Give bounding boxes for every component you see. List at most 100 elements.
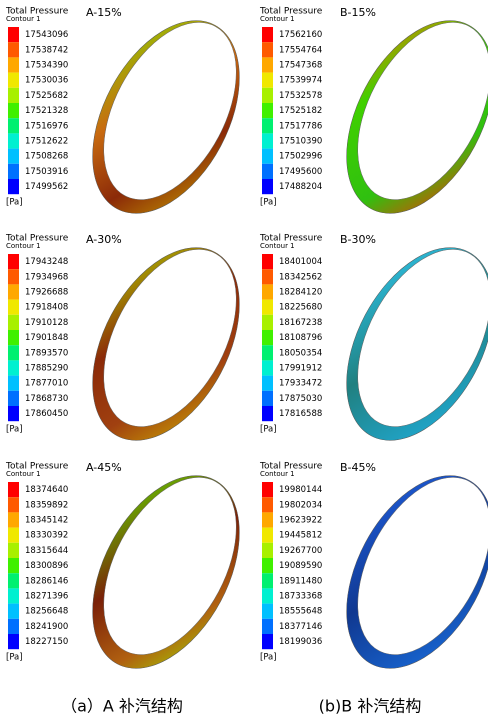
legend-tick: 18374640: [25, 485, 68, 495]
colorbar-block: [262, 528, 273, 543]
figure: Total PressureContour 1A-15%175430961753…: [0, 0, 488, 727]
legend-tick: 18284120: [279, 288, 322, 298]
colorbar-block: [262, 284, 273, 299]
panel-label: A-45%: [86, 461, 122, 474]
legend-tick: 17512622: [25, 137, 68, 147]
legend-tick: 17488204: [279, 182, 322, 192]
legend-unit: [Pa]: [6, 198, 23, 208]
legend-tick: 17530036: [25, 76, 68, 86]
legend-tick: 18342562: [279, 272, 322, 282]
legend-tick: 18241900: [25, 622, 68, 632]
legend-tick: 18225680: [279, 303, 322, 313]
colorbar-block: [262, 558, 273, 573]
legend-tick: 17525182: [279, 106, 322, 116]
colorbar-block: [262, 604, 273, 619]
colorbar-block: [262, 73, 273, 88]
colorbar-block: [262, 27, 273, 42]
colorbar-block: [262, 391, 273, 406]
colorbar-block: [262, 376, 273, 391]
colorbar-block: [262, 634, 273, 649]
colorbar-block: [262, 406, 273, 421]
legend-tick: 17525682: [25, 91, 68, 101]
legend-tick: 17495600: [279, 167, 322, 177]
colorbar-block: [262, 103, 273, 118]
legend-subtitle: Contour 1: [6, 15, 41, 23]
panel-label: B-45%: [340, 461, 376, 474]
legend-tick: 17918408: [25, 303, 68, 313]
colorbar-block: [8, 118, 19, 133]
colorbar-block: [8, 73, 19, 88]
colorbar-block: [262, 315, 273, 330]
colorbar-block: [8, 330, 19, 345]
colorbar-block: [8, 573, 19, 588]
caption: (b)B 补汽结构: [319, 697, 422, 716]
legend-tick: 17543096: [25, 30, 68, 40]
panel-label: A-15%: [86, 6, 122, 19]
colorbar-block: [8, 558, 19, 573]
legend-tick: 17901848: [25, 333, 68, 343]
legend-subtitle: Contour 1: [260, 470, 295, 478]
colorbar-block: [262, 345, 273, 360]
legend-tick: 17532578: [279, 91, 322, 101]
legend-tick: 17926688: [25, 288, 68, 298]
legend-tick: 17503916: [25, 167, 68, 177]
legend-tick: 19623922: [279, 516, 322, 526]
legend-tick: 17868730: [25, 394, 68, 404]
colorbar-block: [8, 360, 19, 375]
colorbar-block: [8, 528, 19, 543]
legend-tick: 17933472: [279, 379, 322, 389]
colorbar-block: [262, 619, 273, 634]
legend-tick: 18108796: [279, 333, 322, 343]
legend-tick: 17499562: [25, 182, 68, 192]
caption: （a）A 补汽结构: [61, 697, 183, 716]
colorbar-block: [262, 42, 273, 57]
legend-tick: 18330392: [25, 531, 68, 541]
panel-label: B-15%: [340, 6, 376, 19]
legend-unit: [Pa]: [260, 653, 277, 663]
colorbar-block: [8, 604, 19, 619]
legend-tick: 18359892: [25, 500, 68, 510]
legend-tick: 17816588: [279, 409, 322, 419]
colorbar-block: [8, 345, 19, 360]
colorbar-block: [262, 573, 273, 588]
legend-tick: 18286146: [25, 576, 68, 586]
legend-tick: 19089590: [279, 561, 322, 571]
panel-label: B-30%: [340, 233, 376, 246]
legend-tick: 17547368: [279, 61, 322, 71]
colorbar-block: [8, 497, 19, 512]
legend-subtitle: Contour 1: [6, 470, 41, 478]
colorbar-block: [8, 149, 19, 164]
colorbar-block: [262, 360, 273, 375]
colorbar-block: [8, 284, 19, 299]
legend-tick: 18199036: [279, 637, 322, 647]
legend-tick: 18315644: [25, 546, 68, 556]
legend-tick: 17508268: [25, 152, 68, 162]
legend-tick: 19802034: [279, 500, 322, 510]
legend-tick: 17910128: [25, 318, 68, 328]
colorbar-block: [8, 254, 19, 269]
colorbar-block: [8, 406, 19, 421]
legend-tick: 19445812: [279, 531, 322, 541]
colorbar-block: [8, 133, 19, 148]
legend-tick: 17875030: [279, 394, 322, 404]
legend-subtitle: Contour 1: [6, 242, 41, 250]
legend-tick: 17860450: [25, 409, 68, 419]
colorbar-block: [262, 179, 273, 194]
legend-tick: 18345142: [25, 516, 68, 526]
colorbar-block: [8, 619, 19, 634]
legend-tick: 17517786: [279, 121, 322, 131]
legend-tick: 18050354: [279, 348, 322, 358]
colorbar-block: [8, 315, 19, 330]
colorbar-block: [8, 103, 19, 118]
colorbar-block: [8, 27, 19, 42]
colorbar-block: [262, 300, 273, 315]
colorbar-block: [262, 133, 273, 148]
panel-label: A-30%: [86, 233, 122, 246]
legend-unit: [Pa]: [6, 653, 23, 663]
colorbar-block: [8, 57, 19, 72]
legend-subtitle: Contour 1: [260, 242, 295, 250]
legend-tick: 17943248: [25, 257, 68, 267]
legend-tick: 18271396: [25, 592, 68, 602]
colorbar-block: [8, 269, 19, 284]
colorbar-block: [262, 118, 273, 133]
